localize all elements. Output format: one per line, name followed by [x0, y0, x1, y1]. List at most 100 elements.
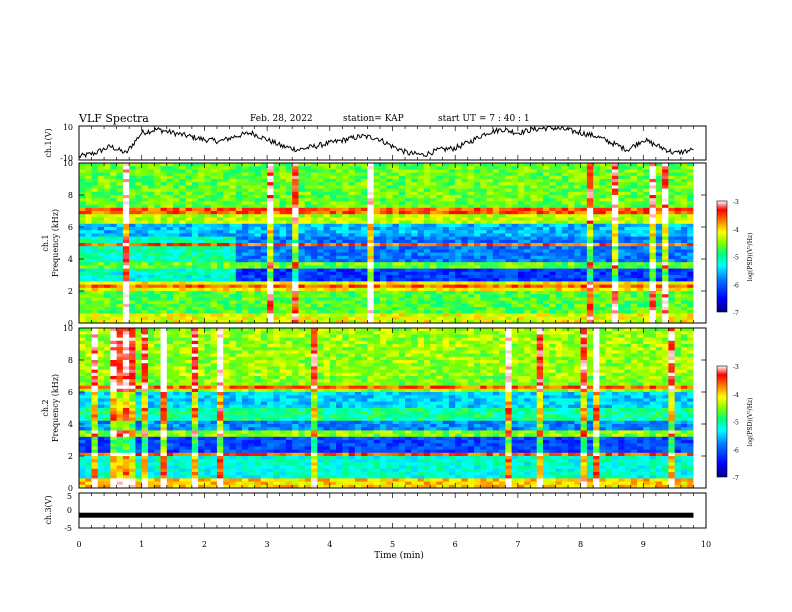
- spectrogram-cell: [122, 198, 130, 202]
- spectrogram-cell: [643, 191, 650, 196]
- spectrogram-cell: [191, 236, 199, 241]
- spectrogram-cell: [580, 233, 588, 237]
- spectrogram-cell: [461, 249, 469, 253]
- spectrogram-cell: [605, 271, 613, 276]
- spectrogram-cell: [467, 163, 475, 167]
- spectrogram-cell: [110, 307, 118, 311]
- spectrogram-cell: [166, 246, 174, 250]
- spectrogram-cell: [329, 223, 337, 228]
- spectrogram-cell: [85, 319, 92, 324]
- spectrogram-cell: [580, 316, 588, 321]
- spectrogram-cell: [110, 287, 118, 292]
- spectrogram-cell: [173, 223, 180, 228]
- spectrogram-cell: [511, 252, 519, 257]
- spectrogram-cell: [292, 271, 299, 276]
- spectrogram-cell: [147, 319, 155, 324]
- spectrogram-cell: [260, 236, 268, 241]
- spectrogram-cell: [436, 169, 444, 173]
- spectrogram-cell: [674, 185, 682, 189]
- spectrogram-cell: [480, 198, 487, 202]
- ch1-waveform-line: [78, 125, 694, 159]
- spectrogram-cell: [242, 227, 249, 231]
- spectrogram-cell: [260, 195, 268, 199]
- spectrogram-cell: [279, 291, 287, 295]
- spectrogram-cell: [91, 300, 99, 305]
- spectrogram-cell: [323, 201, 331, 205]
- spectrogram-cell: [248, 182, 255, 186]
- spectrogram-cell: [455, 316, 462, 321]
- spectrogram-cell: [204, 239, 212, 244]
- spectrogram-cell: [147, 198, 155, 202]
- spectrogram-cell: [173, 300, 180, 305]
- spectrogram-cell: [448, 217, 456, 221]
- spectrogram-cell: [361, 188, 368, 193]
- spectrogram-cell: [611, 179, 619, 183]
- spectrogram-cell: [530, 182, 538, 186]
- spectrogram-cell: [680, 220, 688, 225]
- spectrogram-cell: [492, 204, 500, 209]
- spectrogram-cell: [173, 217, 180, 221]
- spectrogram-cell: [336, 188, 343, 193]
- spectrogram-cell: [624, 163, 632, 167]
- spectrogram-cell: [599, 307, 607, 311]
- spectrogram-cell: [91, 291, 99, 295]
- spectrogram-cell: [204, 217, 212, 221]
- spectrogram-cell: [354, 220, 362, 225]
- spectrogram-cell: [511, 233, 519, 237]
- spectrogram-cell: [147, 223, 155, 228]
- spectrogram-cell: [624, 166, 632, 170]
- spectrogram-cell: [216, 281, 224, 285]
- spectrogram-cell: [317, 316, 324, 321]
- spectrogram-cell: [323, 227, 331, 231]
- spectrogram-cell: [480, 201, 487, 205]
- spectrogram-cell: [398, 220, 406, 225]
- spectrogram-cell: [398, 223, 406, 228]
- spectrogram-cell: [549, 223, 556, 228]
- spectrogram-cell: [593, 236, 600, 241]
- spectrogram-cell: [392, 294, 400, 298]
- spectrogram-cell: [135, 291, 143, 295]
- spectrogram-cell: [662, 198, 669, 202]
- spectrogram-cell: [373, 163, 381, 167]
- spectrogram-cell: [173, 262, 180, 266]
- spectrogram-cell: [267, 249, 274, 253]
- spectrogram-cell: [561, 191, 569, 196]
- spectrogram-cell: [373, 172, 381, 177]
- spectrogram-cell: [79, 217, 86, 221]
- spectrogram-cell: [542, 284, 550, 289]
- spectrogram-cell: [329, 195, 337, 199]
- spectrogram-cell: [191, 291, 199, 295]
- spectrogram-cell: [517, 220, 525, 225]
- spectrogram-cell: [135, 300, 143, 305]
- spectrogram-cell: [141, 220, 149, 225]
- spectrogram-cell: [655, 204, 663, 209]
- spectrogram-cell: [542, 291, 550, 295]
- spectrogram-cell: [298, 297, 306, 301]
- spectrogram-cell: [474, 166, 481, 170]
- spectrogram-cell: [204, 166, 212, 170]
- spectrogram-cell: [605, 179, 613, 183]
- spectrogram-cell: [649, 236, 657, 241]
- spectrogram-cell: [185, 201, 193, 205]
- spectrogram-cell: [298, 259, 306, 263]
- spectrogram-cell: [166, 300, 174, 305]
- spectrogram-cell: [379, 217, 387, 221]
- spectrogram-cell: [662, 201, 669, 205]
- spectrogram-cell: [637, 255, 644, 260]
- spectrogram-cell: [235, 249, 243, 253]
- spectrogram-cell: [605, 172, 613, 177]
- spectrogram-cell: [154, 179, 161, 183]
- spectrogram-cell: [630, 230, 638, 234]
- spectrogram-cell: [561, 236, 569, 241]
- spectrogram-cell: [405, 313, 412, 317]
- spectrogram-cell: [273, 284, 281, 289]
- spectrogram-cell: [97, 259, 105, 263]
- spectrogram-cell: [223, 281, 230, 285]
- spectrogram-cell: [674, 227, 682, 231]
- spectrogram-cell: [386, 166, 393, 170]
- spectrogram-cell: [517, 294, 525, 298]
- spectrogram-cell: [348, 211, 356, 215]
- spectrogram-cell: [317, 287, 324, 292]
- spectrogram-cell: [141, 204, 149, 209]
- spectrogram-cell: [154, 303, 161, 308]
